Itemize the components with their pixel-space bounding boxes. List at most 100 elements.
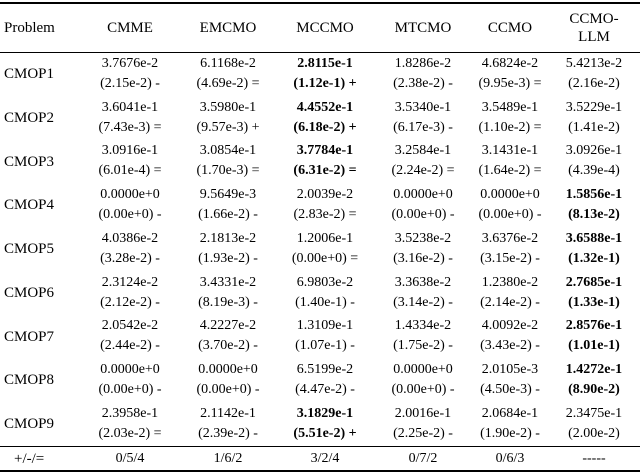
std-value: (1.12e-1) + xyxy=(293,76,357,91)
mean-value: 2.8115e-1 xyxy=(297,56,353,71)
mean-value: 4.0386e-2 xyxy=(101,230,159,246)
problem-name: CMOP9 xyxy=(4,415,55,432)
mean-value: 0.0000e+0 xyxy=(393,187,453,203)
table-cell: 3.6588e-1 (1.32e-1) xyxy=(548,228,640,272)
std-value: (1.07e-1) - xyxy=(295,338,355,354)
std-value: (1.32e-1) xyxy=(568,250,620,266)
mean-value: 2.1142e-1 xyxy=(200,405,256,421)
mean-value: 3.0916e-1 xyxy=(101,143,159,159)
mean-value: 2.1813e-2 xyxy=(199,230,257,246)
problem-name: CMOP4 xyxy=(4,197,55,214)
std-value: (0.00e+0) - xyxy=(98,207,162,223)
problem-name: CMOP2 xyxy=(4,110,55,127)
mean-value: 6.5199e-2 xyxy=(296,361,354,377)
std-value: (0.00e+0) - xyxy=(391,207,455,223)
summary-cell: 0/6/3 xyxy=(495,451,525,466)
std-value: (4.69e-2) = xyxy=(196,76,260,91)
table-row: CMOP3 3.0916e-1 (6.01e-4) = 3.0854e-1 (1.70e… xyxy=(0,140,640,184)
mean-value: 0.0000e+0 xyxy=(198,361,258,377)
table-cell: 3.4331e-2 (8.19e-3) - xyxy=(170,272,286,316)
table-cell: 3.2584e-1 (2.24e-2) = xyxy=(365,140,481,184)
header-problem: Problem xyxy=(4,20,55,36)
table-row: CMOP6 2.3124e-2 (2.12e-2) - 3.4331e-2 (8.19e… xyxy=(0,272,640,316)
std-value: (8.90e-2) xyxy=(568,381,620,397)
table-cell: 2.3958e-1 (2.03e-2) = xyxy=(72,403,188,447)
std-value: (1.70e-3) = xyxy=(196,163,260,179)
mean-value: 3.5229e-1 xyxy=(565,99,623,115)
mean-value: 2.0016e-1 xyxy=(394,405,452,421)
summary-cell: ----- xyxy=(582,451,606,466)
std-value: (6.18e-2) + xyxy=(293,119,357,135)
table-cell: 3.5340e-1 (6.17e-3) - xyxy=(365,97,481,141)
table-cell: 2.1142e-1 (2.39e-2) - xyxy=(170,403,286,447)
std-value: (1.41e-2) xyxy=(568,119,620,135)
table-cell: 0.0000e+0 (0.00e+0) - xyxy=(72,184,188,228)
std-value: (2.16e-2) xyxy=(568,76,620,91)
mean-value: 3.6376e-2 xyxy=(481,230,539,246)
mean-value: 3.7784e-1 xyxy=(296,143,354,159)
table-cell: 4.0386e-2 (3.28e-2) - xyxy=(72,228,188,272)
std-value: (2.83e-2) = xyxy=(293,207,357,223)
table-row: CMOP5 4.0386e-2 (3.28e-2) - 2.1813e-2 (1.93e… xyxy=(0,228,640,272)
std-value: (2.24e-2) = xyxy=(391,163,455,179)
table-cell: 2.8576e-1 (1.01e-1) xyxy=(548,315,640,359)
summary-label: +/-/= xyxy=(14,450,45,467)
table-cell: 1.2380e-2 (2.14e-2) - xyxy=(460,272,560,316)
std-value: (2.25e-2) - xyxy=(393,425,453,441)
std-value: (2.14e-2) - xyxy=(480,294,540,310)
std-value: (3.14e-2) - xyxy=(393,294,453,310)
summary-cell: 1/6/2 xyxy=(213,451,243,466)
table-cell: 6.1168e-2 (4.69e-2) = xyxy=(170,53,286,97)
table-row: CMOP4 0.0000e+0 (0.00e+0) - 9.5649e-3 (1.66e… xyxy=(0,184,640,228)
mean-value: 3.5340e-1 xyxy=(394,99,452,115)
mean-value: 3.1431e-1 xyxy=(481,143,539,159)
std-value: (0.00e+0) - xyxy=(391,381,455,397)
table-row: CMOP2 3.6041e-1 (7.43e-3) = 3.5980e-1 (9.57e… xyxy=(0,97,640,141)
mean-value: 2.0105e-3 xyxy=(481,361,539,377)
table-cell: 5.4213e-2 (2.16e-2) xyxy=(548,53,640,97)
std-value: (3.70e-2) - xyxy=(198,338,258,354)
table-cell: 0.0000e+0 (0.00e+0) - xyxy=(365,359,481,403)
std-value: (1.40e-1) - xyxy=(295,294,355,310)
table-cell: 1.4334e-2 (1.75e-2) - xyxy=(365,315,481,359)
table-cell: 2.3124e-2 (2.12e-2) - xyxy=(72,272,188,316)
table-cell: 3.5238e-2 (3.16e-2) - xyxy=(365,228,481,272)
column-header: EMCMO xyxy=(199,20,257,36)
std-value: (2.00e-2) xyxy=(568,425,620,441)
std-value: (0.00e+0) - xyxy=(98,381,162,397)
table-cell: 2.0105e-3 (4.50e-3) - xyxy=(460,359,560,403)
mean-value: 9.5649e-3 xyxy=(199,187,257,203)
std-value: (6.01e-4) = xyxy=(98,163,162,179)
table-cell: 6.5199e-2 (4.47e-2) - xyxy=(267,359,383,403)
mean-value: 1.3109e-1 xyxy=(296,318,354,334)
std-value: (2.12e-2) - xyxy=(100,294,160,310)
table-cell: 1.3109e-1 (1.07e-1) - xyxy=(267,315,383,359)
table-cell: 1.2006e-1 (0.00e+0) = xyxy=(267,228,383,272)
table-cell: 3.1829e-1 (5.51e-2) + xyxy=(267,403,383,447)
std-value: (2.39e-2) - xyxy=(198,425,258,441)
std-value: (2.38e-2) - xyxy=(393,76,453,91)
summary-row: +/-/= 0/5/4 1/6/2 3/2/4 0/7/2 0/6/3 ----… xyxy=(0,448,640,470)
std-value: (1.90e-2) - xyxy=(480,425,540,441)
std-value: (1.64e-2) = xyxy=(478,163,542,179)
table-cell: 3.5229e-1 (1.41e-2) xyxy=(548,97,640,141)
mean-value: 3.0926e-1 xyxy=(565,143,623,159)
std-value: (3.43e-2) - xyxy=(480,338,540,354)
table-row: CMOP8 0.0000e+0 (0.00e+0) - 0.0000e+0 (0.00e… xyxy=(0,359,640,403)
table-cell: 1.5856e-1 (8.13e-2) xyxy=(548,184,640,228)
std-value: (8.19e-3) - xyxy=(198,294,258,310)
std-value: (7.43e-3) = xyxy=(98,119,162,135)
mean-value: 0.0000e+0 xyxy=(480,187,540,203)
table-cell: 2.0039e-2 (2.83e-2) = xyxy=(267,184,383,228)
table-cell: 3.7676e-2 (2.15e-2) - xyxy=(72,53,188,97)
std-value: (3.28e-2) - xyxy=(100,250,160,266)
std-value: (4.47e-2) - xyxy=(295,381,355,397)
bottom-rule xyxy=(0,470,640,472)
std-value: (9.95e-3) = xyxy=(478,76,542,91)
table-cell: 3.0926e-1 (4.39e-4) xyxy=(548,140,640,184)
mean-value: 3.3638e-2 xyxy=(394,274,452,290)
std-value: (0.00e+0) = xyxy=(291,250,359,266)
std-value: (2.03e-2) = xyxy=(98,425,162,441)
std-value: (3.16e-2) - xyxy=(393,250,453,266)
mean-value: 3.6041e-1 xyxy=(101,99,159,115)
